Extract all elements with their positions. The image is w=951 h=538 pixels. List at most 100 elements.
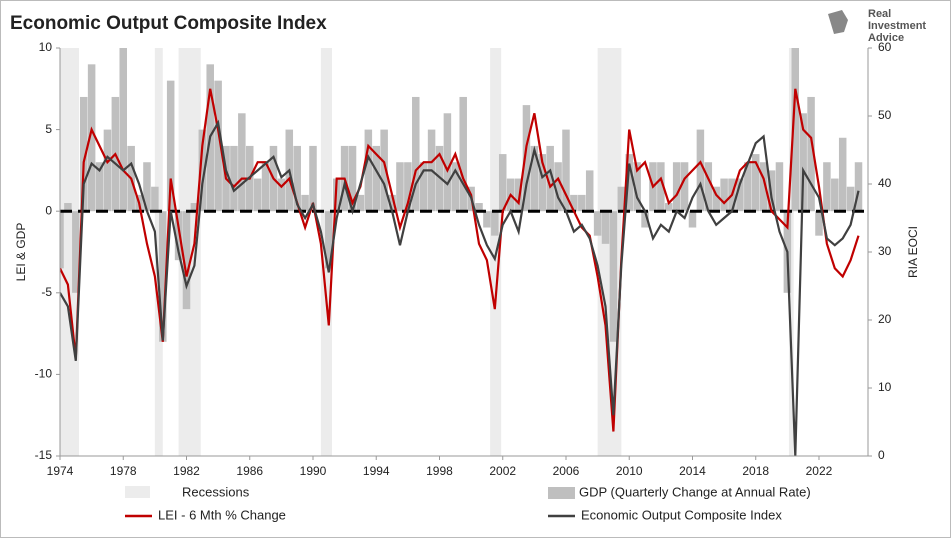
gdp-bar [538,154,547,212]
legend-swatch [548,487,575,499]
gdp-bar [451,162,460,212]
y2-tick-label: 10 [878,380,892,394]
gdp-bar [491,211,499,236]
y-tick-label: 10 [39,40,53,54]
gdp-bar [364,129,373,212]
gdp-bar [633,162,641,212]
gdp-bar [419,162,428,212]
gdp-bar [688,211,697,228]
y-tick-label: 5 [45,122,52,136]
gdp-bar [166,80,175,212]
gdp-bar [79,96,88,212]
x-tick-label: 2010 [616,464,643,478]
gdp-bar [751,154,760,212]
logo-text: Advice [868,32,904,44]
gdp-bar [585,170,594,212]
gdp-bar [64,203,72,212]
gdp-bar [815,211,823,236]
gdp-bar [238,113,246,212]
gdp-bar [854,162,863,212]
gdp-bar [554,162,562,212]
gdp-bar [625,154,633,212]
gdp-bar [277,178,286,212]
plot-area [60,48,868,456]
gdp-bar [744,162,752,212]
y-tick-label: -10 [35,367,53,381]
gdp-bar [190,203,199,212]
gdp-bar [151,186,159,212]
x-tick-label: 1994 [363,464,390,478]
gdp-bar [680,162,689,212]
y2-tick-label: 40 [878,176,892,190]
gdp-bar [665,203,673,212]
gdp-bar [388,194,396,212]
series-line [60,88,860,432]
gdp-bar [720,178,728,212]
gdp-bar [348,145,357,212]
gdp-bar [230,145,238,212]
gdp-bar [712,186,720,212]
gdp-bar [119,48,128,212]
gdp-bar [459,96,467,212]
recession-band [788,48,794,456]
gdp-bar [657,162,665,212]
gdp-bar [672,162,681,212]
gdp-bar [736,178,744,212]
gdp-bar [404,162,412,212]
gdp-bar [103,129,112,212]
y-tick-label: -15 [35,448,53,462]
gdp-bar [253,178,262,212]
series-line [60,119,860,456]
gdp-bar [356,194,365,212]
x-tick-label: 1982 [173,464,200,478]
gdp-bar [522,105,531,212]
gdp-bar [562,129,570,212]
gdp-bar [475,203,483,212]
gdp-bar [593,211,602,236]
y-tick-label: 0 [45,203,52,217]
gdp-bar [198,129,207,212]
x-tick-label: 2014 [679,464,706,478]
gdp-bar [846,186,855,212]
y2-axis-label: RIA EOCI [906,226,920,278]
logo-icon [828,10,848,34]
gdp-bar [617,186,626,212]
x-tick-label: 2022 [806,464,833,478]
gdp-bar [807,96,815,212]
gdp-bar [72,211,80,293]
legend-swatch [125,486,150,498]
gdp-bar [601,211,610,244]
gdp-bar [514,178,523,212]
gdp-bar [823,162,831,212]
gdp-bar [214,80,222,212]
gdp-bar [261,162,270,212]
logo-text: Investment [868,20,926,32]
gdp-bar [60,211,64,269]
gdp-bar [570,194,578,212]
legend-label: LEI - 6 Mth % Change [158,507,286,522]
y-tick-label: -5 [41,285,52,299]
x-tick-label: 1978 [110,464,137,478]
recession-band [597,48,622,456]
y2-tick-label: 50 [878,108,892,122]
gdp-bar [159,211,167,342]
gdp-bar [372,145,380,212]
gdp-bar [174,211,183,261]
gdp-bar [483,211,491,228]
legend-label: GDP (Quarterly Change at Annual Rate) [579,484,811,499]
gdp-bar [578,194,586,212]
x-tick-label: 2002 [489,464,516,478]
y2-tick-label: 0 [878,448,885,462]
y2-tick-label: 30 [878,244,892,258]
gdp-bar [182,211,191,310]
gdp-bar [775,162,784,212]
gdp-bar [546,145,554,212]
gdp-bar [609,211,618,342]
gdp-bar [799,113,807,212]
x-tick-label: 1974 [47,464,74,478]
x-tick-label: 1990 [300,464,327,478]
gdp-bar [704,162,713,212]
gdp-bar [325,211,333,269]
